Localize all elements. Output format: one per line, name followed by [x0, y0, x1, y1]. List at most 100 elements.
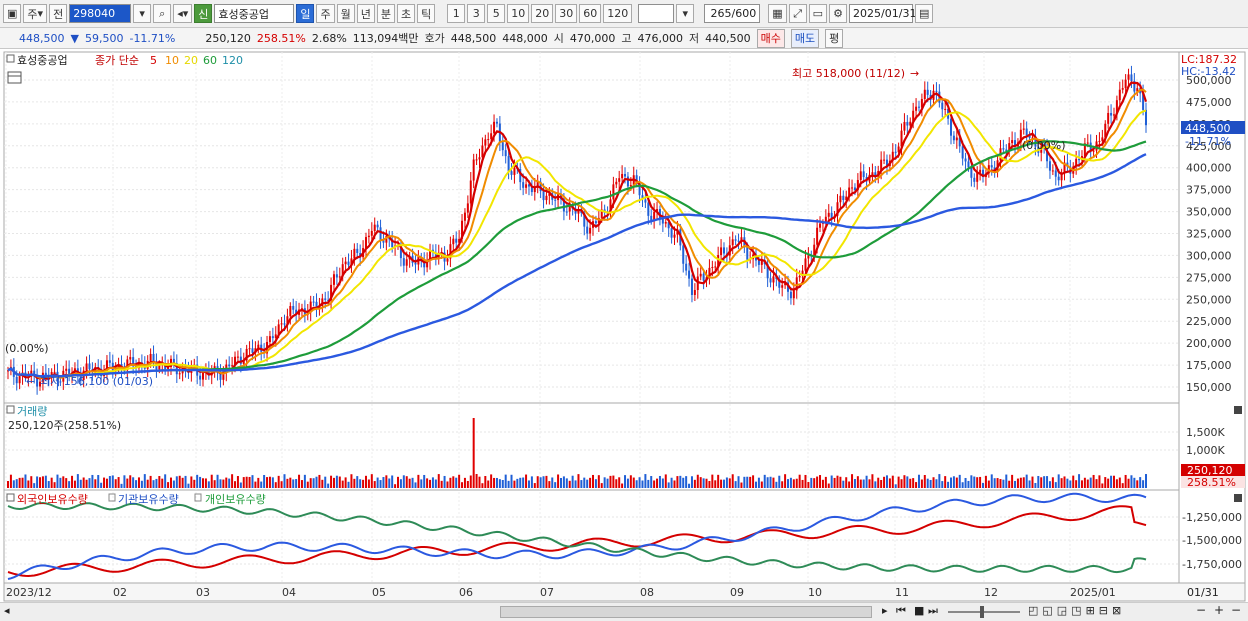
dropdown-icon[interactable]: ▾: [133, 4, 152, 23]
volume-bar: [399, 479, 402, 488]
holding-tick-label: -1,250,000: [1182, 511, 1242, 524]
volume-bar: [324, 476, 327, 488]
horizontal-scrollbar[interactable]: ◂ ▸ ⏮ ■ ⏭ ◰◱◲◳⊞⊟⊠ − + −: [0, 602, 1248, 621]
period-type-select[interactable]: 주 ▾: [23, 4, 48, 23]
scroll-thumb[interactable]: [500, 606, 872, 618]
prev-button[interactable]: 전: [49, 4, 68, 23]
buy-button[interactable]: 매수: [756, 28, 785, 48]
holding-close-icon[interactable]: [1234, 494, 1242, 502]
volume-bar: [1028, 480, 1031, 488]
volume-bar: [143, 474, 146, 488]
volume-bar: [135, 480, 138, 488]
volume-bar: [469, 475, 472, 488]
candle-body: [132, 357, 135, 367]
date-input[interactable]: 2025/01/31: [849, 4, 916, 23]
zoom-slider-handle[interactable]: [980, 606, 984, 618]
scroll-left-icon[interactable]: ◂: [4, 604, 10, 617]
last-price-tag-bg: [1181, 121, 1245, 134]
table-icon[interactable]: [7, 71, 22, 84]
eval-button[interactable]: 평: [825, 28, 844, 48]
volume-menu-icon[interactable]: [6, 405, 15, 414]
holding-menu-icon[interactable]: [6, 493, 15, 502]
candle-body: [973, 177, 976, 182]
ask-label: 호가: [424, 32, 445, 45]
volume-bar: [446, 481, 449, 488]
tab-month[interactable]: 월: [336, 4, 355, 23]
zoom-slider-track[interactable]: [948, 611, 1020, 613]
candle-body: [1005, 149, 1008, 152]
interval-1[interactable]: 1: [447, 4, 466, 23]
candle-body: [594, 221, 597, 224]
candle-body: [507, 156, 510, 172]
volume-bar: [915, 482, 918, 488]
candle-body: [242, 360, 245, 364]
grid-icon[interactable]: ▦: [768, 4, 787, 23]
tool-icons[interactable]: ◰◱◲◳⊞⊟⊠: [1028, 604, 1126, 617]
volume-bar: [1066, 478, 1069, 488]
candle-body: [1063, 162, 1066, 173]
chart-type-icon[interactable]: ▣: [3, 4, 22, 23]
volume-bar: [484, 476, 487, 488]
candle-body: [207, 370, 210, 376]
scroll-right-icon[interactable]: ▸: [882, 604, 888, 617]
interval-3[interactable]: 3: [467, 4, 486, 23]
volume-close-icon[interactable]: [1234, 406, 1242, 414]
volume-bar: [580, 480, 583, 488]
tab-week[interactable]: 주: [316, 4, 335, 23]
interval-120[interactable]: 120: [603, 4, 633, 23]
play-icon[interactable]: ■: [914, 604, 925, 617]
save-icon[interactable]: ▭: [808, 4, 828, 23]
candle-body: [472, 159, 475, 181]
candle-body: [853, 187, 856, 191]
last-page-icon[interactable]: ⏭: [928, 604, 938, 617]
interval-dropdown-icon[interactable]: ▾: [676, 4, 695, 23]
price-tick-label: 475,000: [1186, 96, 1232, 109]
tab-minute[interactable]: 분: [376, 4, 395, 23]
candle-body: [376, 224, 379, 228]
draw-icon[interactable]: ⤢: [788, 4, 807, 23]
tab-tick[interactable]: 틱: [417, 4, 436, 23]
chart-area[interactable]: 500,000475,000450,000425,000400,000375,0…: [0, 50, 1248, 602]
first-page-icon[interactable]: ⏮: [896, 604, 906, 617]
candle-body: [586, 226, 589, 234]
x-tick-label: 10: [808, 586, 822, 599]
stock-code-input[interactable]: 298040: [69, 4, 132, 23]
candle-body: [565, 211, 568, 213]
volume-bar: [327, 483, 330, 488]
interval-60[interactable]: 60: [579, 4, 602, 23]
sell-button[interactable]: 매도: [790, 28, 820, 48]
custom-interval-input[interactable]: [638, 4, 675, 23]
candle-body: [152, 353, 155, 362]
volume-bar: [353, 478, 356, 488]
tab-day[interactable]: 일: [296, 4, 315, 23]
candle-body: [199, 375, 202, 380]
count-input[interactable]: 265/600: [704, 4, 761, 23]
panel-menu-icon[interactable]: [6, 54, 15, 63]
interval-30[interactable]: 30: [555, 4, 578, 23]
tab-second[interactable]: 초: [396, 4, 416, 23]
speaker-icon[interactable]: ◂▾: [173, 4, 193, 23]
volume-bar: [417, 474, 420, 488]
zoom-in-icon[interactable]: +: [1214, 603, 1225, 617]
volume-bar: [1072, 475, 1075, 488]
volume-bar: [705, 478, 708, 488]
interval-20[interactable]: 20: [531, 4, 554, 23]
zoom-reset-icon[interactable]: −: [1231, 603, 1242, 617]
interval-10[interactable]: 10: [507, 4, 530, 23]
volume-bar: [242, 477, 245, 488]
stock-chart[interactable]: 500,000475,000450,000425,000400,000375,0…: [0, 50, 1248, 602]
volume-bar: [437, 474, 440, 488]
volume-bar: [388, 478, 391, 488]
interval-5[interactable]: 5: [487, 4, 506, 23]
candle-body: [778, 278, 781, 288]
candle-body: [967, 161, 970, 168]
candle-body: [792, 290, 795, 299]
end-note: (0.00%): [1022, 139, 1066, 152]
candle-body: [554, 199, 557, 201]
volume-last-tag: 250,120: [1187, 464, 1233, 477]
zoom-out-icon[interactable]: −: [1196, 603, 1207, 617]
search-icon[interactable]: ⌕: [153, 4, 172, 23]
calendar-icon[interactable]: ▤: [915, 4, 934, 23]
settings-icon[interactable]: ⚙: [829, 4, 848, 23]
tab-year[interactable]: 년: [356, 4, 375, 23]
